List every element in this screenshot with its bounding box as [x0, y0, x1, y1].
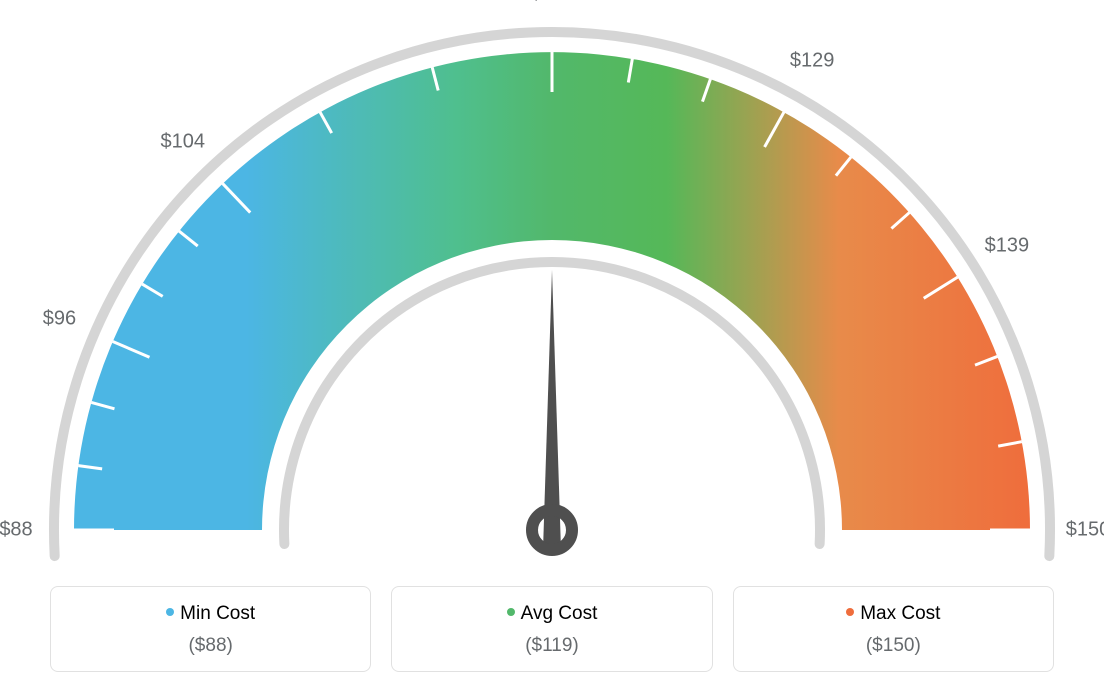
gauge-svg [0, 0, 1104, 580]
legend-title-min: Min Cost [61, 603, 360, 625]
gauge-tick-label: $139 [985, 235, 1030, 258]
legend-card-avg: Avg Cost ($119) [391, 586, 712, 672]
legend-value-max: ($150) [744, 635, 1043, 657]
legend-label: Avg Cost [521, 603, 598, 624]
legend-value-min: ($88) [61, 635, 360, 657]
gauge-tick-label: $96 [43, 307, 76, 330]
legend-title-max: Max Cost [744, 603, 1043, 625]
dot-icon [507, 608, 515, 616]
gauge-tick-label: $88 [0, 519, 33, 542]
legend-title-avg: Avg Cost [402, 603, 701, 625]
legend-label: Max Cost [860, 603, 940, 624]
gauge-tick-label: $104 [160, 130, 205, 153]
gauge-tick-label: $119 [530, 0, 573, 6]
gauge-tick-label: $129 [790, 50, 835, 73]
cost-gauge: $88 $96 $104 $119 $129 $139 $150 [0, 0, 1104, 580]
legend-value-avg: ($119) [402, 635, 701, 657]
gauge-tick-label: $150 [1066, 519, 1104, 542]
legend-card-max: Max Cost ($150) [733, 586, 1054, 672]
legend-label: Min Cost [180, 603, 255, 624]
dot-icon [846, 608, 854, 616]
dot-icon [166, 608, 174, 616]
legend-card-min: Min Cost ($88) [50, 586, 371, 672]
legend-row: Min Cost ($88) Avg Cost ($119) Max Cost … [50, 586, 1054, 672]
